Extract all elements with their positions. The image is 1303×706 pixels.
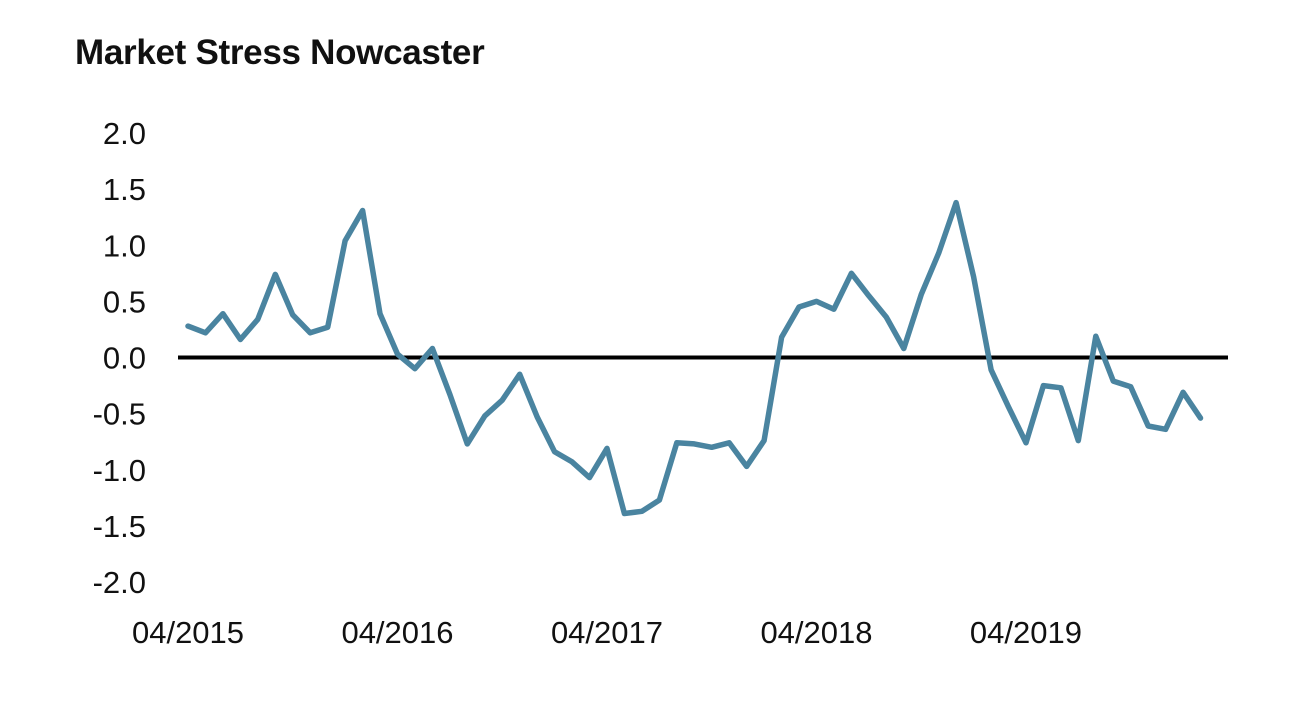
x-tick-label: 04/2019 (970, 615, 1082, 650)
y-tick-label: 1.5 (103, 172, 146, 207)
y-tick-label: 2.0 (103, 116, 146, 151)
y-tick-label: -1.0 (93, 453, 146, 488)
x-axis-tick-labels: 04/2015 04/2016 04/2017 04/2018 04/2019 (132, 615, 1082, 650)
y-tick-label: -0.5 (93, 397, 146, 432)
y-tick-label: 0.5 (103, 284, 146, 319)
x-tick-label: 04/2017 (551, 615, 663, 650)
series-line (185, 199, 1204, 517)
y-tick-label: -1.5 (93, 509, 146, 544)
x-tick-label: 04/2016 (341, 615, 453, 650)
y-axis-tick-labels: 2.0 1.5 1.0 0.5 0.0 -0.5 -1.0 -1.5 -2.0 (93, 116, 146, 600)
y-tick-label: 1.0 (103, 228, 146, 263)
x-tick-label: 04/2018 (760, 615, 872, 650)
x-tick-label: 04/2015 (132, 615, 244, 650)
chart-title: Market Stress Nowcaster (75, 33, 485, 72)
series-group (185, 199, 1204, 517)
y-tick-label: 0.0 (103, 341, 146, 376)
y-tick-label: -2.0 (93, 565, 146, 600)
